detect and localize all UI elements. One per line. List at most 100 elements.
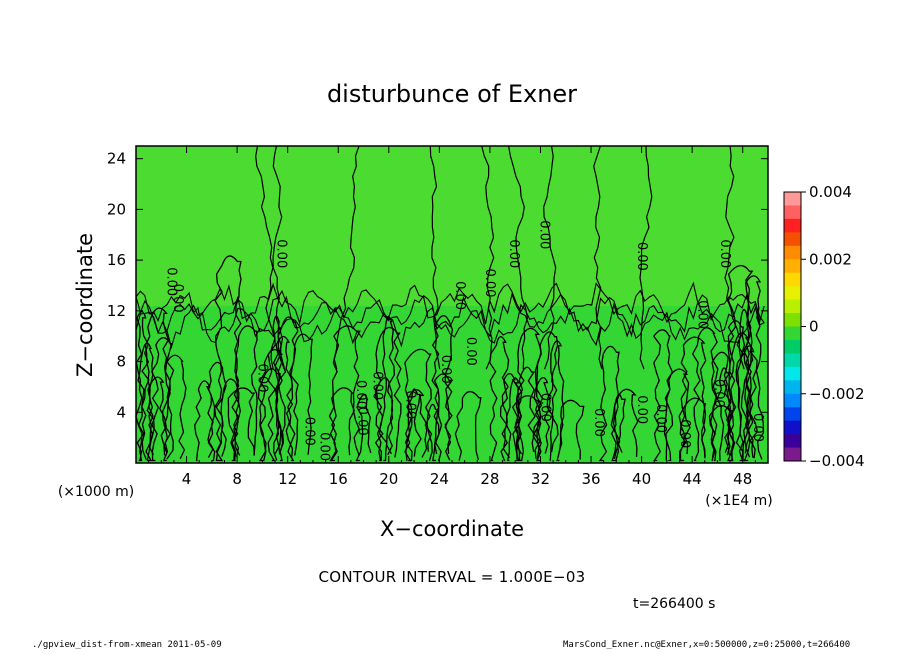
contour-line bbox=[716, 367, 732, 462]
contour-line bbox=[333, 145, 360, 370]
contour-line bbox=[743, 275, 765, 462]
y-tick-label: 24 bbox=[107, 150, 126, 168]
y-unit-label: (×1000 m) bbox=[58, 484, 134, 500]
x-tick-label: 12 bbox=[278, 470, 297, 488]
contour-value-label: 0.00 bbox=[355, 407, 370, 436]
y-axis: 4 8 12 16 20 24 bbox=[107, 150, 768, 421]
contour-line bbox=[404, 388, 422, 462]
contour-line bbox=[489, 336, 511, 462]
contour-line bbox=[727, 265, 754, 462]
contour-value-label: 0.00 bbox=[717, 239, 732, 268]
contour-line bbox=[404, 348, 433, 462]
x-tick-label: 40 bbox=[632, 470, 651, 488]
contour-value-label: 0.00 bbox=[353, 380, 368, 409]
colorbar-swatch bbox=[784, 245, 801, 260]
x-tick-label: 36 bbox=[581, 470, 600, 488]
y-tick-label: 20 bbox=[107, 200, 126, 218]
contour-value-label: 0.00 bbox=[634, 395, 649, 424]
x-axis-title: X−coordinate bbox=[380, 517, 524, 541]
contour-line bbox=[727, 320, 746, 462]
colorbar-label: 0 bbox=[809, 318, 819, 336]
colorbar-swatch bbox=[784, 366, 801, 381]
colorbar-swatch bbox=[784, 218, 801, 233]
contour-value-label: 0.00 bbox=[694, 300, 709, 329]
contour-line bbox=[517, 327, 543, 462]
colorbar-swatch bbox=[784, 286, 801, 301]
colorbar-swatch bbox=[784, 259, 801, 274]
x-tick-label: 16 bbox=[329, 470, 348, 488]
plot-area: 0.000.000.000.00 0.000.000.000.00 0.000.00… bbox=[135, 145, 769, 464]
colorbar-swatch bbox=[784, 205, 801, 220]
colorbar-label: 0.002 bbox=[809, 250, 852, 268]
contour-line bbox=[556, 399, 585, 462]
contour-line bbox=[652, 329, 674, 462]
contour-value-label: 0.00 bbox=[301, 417, 316, 446]
contour-value-label: 0.00 bbox=[316, 432, 331, 461]
contour-line bbox=[135, 281, 765, 326]
y-tick-label: 12 bbox=[107, 302, 126, 320]
contour-line bbox=[546, 340, 565, 462]
contour-value-label: 0.00 bbox=[274, 239, 289, 268]
x-tick-label: 48 bbox=[733, 470, 752, 488]
contour-line bbox=[533, 376, 551, 462]
colorbar-swatch bbox=[784, 232, 801, 247]
x-axis: 4 8 12 16 20 24 28 32 36 40 44 48 bbox=[148, 146, 756, 488]
contour-line bbox=[481, 145, 495, 370]
colorbar-swatch bbox=[784, 272, 801, 287]
colorbar-label: −0.004 bbox=[809, 452, 865, 470]
contour-value-label: 0.00 bbox=[537, 220, 552, 249]
x-tick-label: 20 bbox=[379, 470, 398, 488]
contour-line bbox=[429, 145, 441, 370]
contour-line bbox=[227, 387, 256, 462]
contour-value-label: 0.00 bbox=[164, 267, 179, 296]
contour-line bbox=[711, 351, 732, 462]
x-tick-label: 44 bbox=[683, 470, 702, 488]
colorbar-swatch bbox=[784, 380, 801, 395]
contour-interval-text: CONTOUR INTERVAL = 1.000E−03 bbox=[318, 568, 586, 586]
contour-value-label: 0.00 bbox=[711, 379, 726, 408]
contour-value-label: 0.00 bbox=[403, 390, 418, 419]
contour-value-label: 0.00 bbox=[653, 404, 668, 433]
contour-value-label: 0.00 bbox=[170, 284, 185, 313]
y-tick-label: 4 bbox=[116, 403, 126, 421]
contour-line bbox=[287, 333, 313, 462]
colorbar-swatch bbox=[784, 420, 801, 435]
contour-value-label: 0.00 bbox=[591, 408, 606, 437]
contour-line bbox=[162, 354, 187, 462]
contour-value-label: 0.00 bbox=[255, 364, 270, 393]
contour-line bbox=[511, 395, 541, 462]
contour-value-label: 0.00 bbox=[677, 419, 692, 448]
colorbar-swatch bbox=[784, 299, 801, 314]
contour-labels: 0.000.000.000.00 0.000.000.000.00 0.000.00… bbox=[164, 220, 765, 461]
contour-line bbox=[740, 345, 759, 462]
colorbar-swatch bbox=[784, 339, 801, 354]
contour-line bbox=[231, 325, 258, 462]
contour-line bbox=[378, 315, 395, 462]
y-tick-label: 8 bbox=[116, 353, 126, 371]
contour-line bbox=[505, 377, 523, 462]
contour-line bbox=[135, 292, 765, 338]
colorbar-swatch bbox=[784, 353, 801, 368]
colorbar: 0.004 0.002 0 −0.002 −0.004 bbox=[783, 183, 865, 470]
contour-line bbox=[355, 394, 372, 462]
colorbar-swatch bbox=[784, 192, 801, 206]
contour-line bbox=[724, 145, 745, 370]
contour-line bbox=[374, 326, 402, 462]
footer-right: MarsCond_Exner.nc@Exner,x=0:500000,z=0:2… bbox=[563, 640, 851, 650]
y-axis-title: Z−coordinate bbox=[73, 233, 97, 377]
contour-line bbox=[610, 388, 639, 462]
colorbar-swatch bbox=[784, 434, 801, 449]
y-tick-label: 16 bbox=[107, 251, 126, 269]
contour-line bbox=[678, 397, 707, 462]
contour-line bbox=[150, 337, 175, 462]
contour-value-label: 0.00 bbox=[370, 371, 385, 400]
contour-line bbox=[135, 310, 150, 462]
contour-value-label: 0.00 bbox=[634, 242, 649, 271]
colorbar-swatch bbox=[784, 447, 801, 462]
colorbar-label: 0.004 bbox=[809, 183, 852, 201]
x-unit-label: (×1E4 m) bbox=[705, 493, 772, 509]
contour-line bbox=[258, 348, 287, 462]
contour-value-label: 0.00 bbox=[506, 239, 521, 268]
x-tick-label: 24 bbox=[430, 470, 449, 488]
